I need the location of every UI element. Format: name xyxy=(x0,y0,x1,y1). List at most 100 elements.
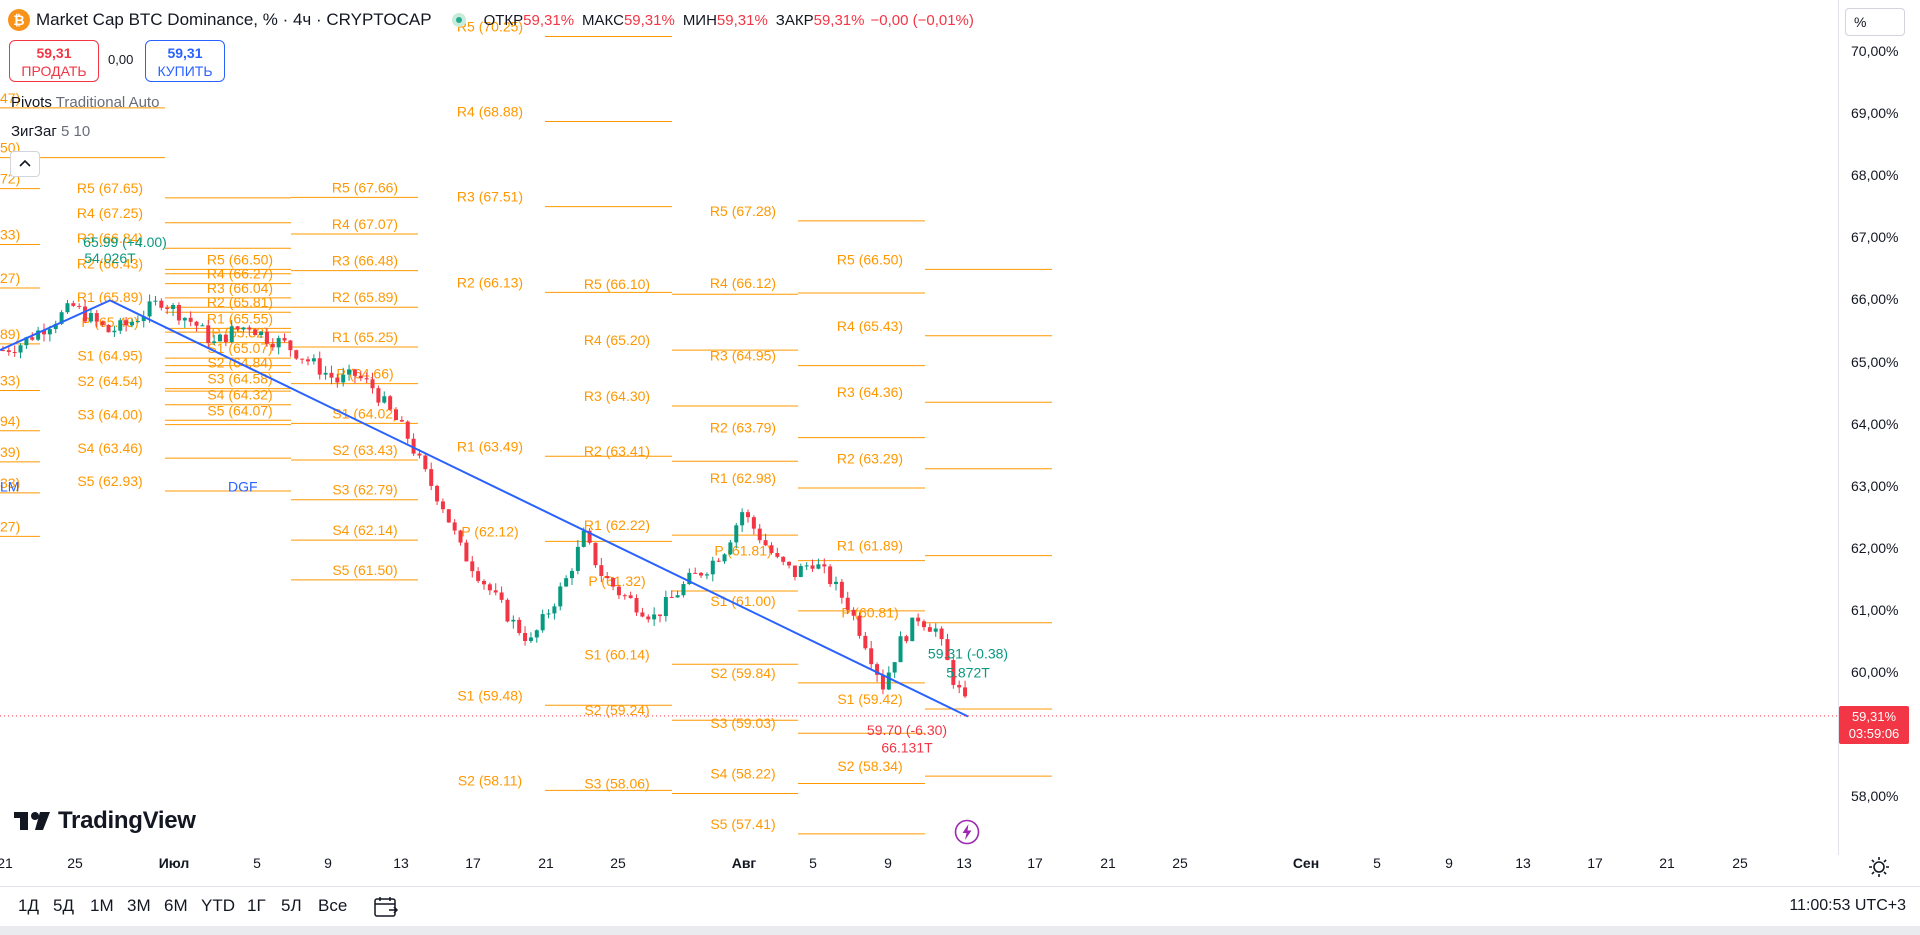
indicator-pivots[interactable]: Pivots Traditional Auto xyxy=(11,94,159,111)
pivot-label: R3 (64.95) xyxy=(710,348,776,364)
pivot-label: R1 (61.89) xyxy=(837,538,903,554)
pivot-label: S3 (64.58) xyxy=(207,371,272,387)
candle-body xyxy=(188,317,193,322)
price-tick: 65,00% xyxy=(1851,353,1899,370)
candle-body xyxy=(311,358,316,362)
candle-body xyxy=(634,598,639,613)
candle-body xyxy=(599,565,604,577)
lightning-icon[interactable] xyxy=(954,819,980,845)
buy-button[interactable]: 59,31 КУПИТЬ xyxy=(145,40,225,82)
pivot-label: S1 (60.14) xyxy=(584,646,649,662)
candle-body xyxy=(212,341,217,344)
bottom-strip xyxy=(0,926,1920,935)
indicator-zigzag[interactable]: ЗигЗаг 5 10 xyxy=(11,123,90,140)
pivot-label: R5 (67.28) xyxy=(710,203,776,219)
pivot-label: R5 (66.50) xyxy=(207,251,273,267)
candle-body xyxy=(270,343,275,348)
candle-body xyxy=(200,325,205,327)
pivot-label: S4 (58.22) xyxy=(710,766,775,782)
candle-body xyxy=(59,312,64,324)
time-axis[interactable]: 21 25 Июл 5 9 13 17 21 25 Авг 5 9 13 17 21 25 Сен 5 9 13 17 2… xyxy=(0,855,1838,879)
tradingview-logo[interactable]: TradingView xyxy=(14,806,196,836)
candle-body xyxy=(552,606,557,614)
range-all-button[interactable]: Все xyxy=(318,896,348,915)
pivot-label: R5 (66.50) xyxy=(837,251,903,267)
candle-body xyxy=(388,396,393,410)
candle-body xyxy=(235,326,240,330)
time-tick: 9 xyxy=(1445,855,1453,871)
collapse-legend-button[interactable] xyxy=(10,151,40,177)
candle-body xyxy=(605,576,610,579)
pivot-label: S2 (63.43) xyxy=(332,442,397,458)
candle-body xyxy=(681,584,686,596)
candle-body xyxy=(763,540,768,546)
price-tick: 63,00% xyxy=(1851,477,1899,494)
pivot-label: S1 (59.48) xyxy=(457,687,522,703)
range-1m-button[interactable]: 1М xyxy=(90,896,114,915)
candle-body xyxy=(288,340,293,351)
candle-body xyxy=(593,542,598,566)
candle-body xyxy=(171,304,176,309)
candle-body xyxy=(910,617,915,642)
symbol-title[interactable]: Market Cap BTC Dominance, % · 4ч · CRYPT… xyxy=(36,10,432,29)
candle-body xyxy=(376,388,381,403)
chart-area[interactable]: R5 (67.65) R4 (67.25) R3 (66.84) R2 (66.43)… xyxy=(0,0,1838,855)
pivot-label: R2 (65.89) xyxy=(332,289,398,305)
candle-body xyxy=(229,326,234,343)
price-axis[interactable]: 70,00% 69,00% 68,00% 67,00% 66,00% 65,00% 64,0… xyxy=(1838,0,1920,855)
price-unit-selector[interactable]: % xyxy=(1845,8,1905,36)
zigzag-line xyxy=(109,299,969,718)
candle-body xyxy=(487,584,492,591)
candle-body xyxy=(12,351,17,353)
time-tick: 9 xyxy=(324,855,332,871)
sell-button[interactable]: 59,31 ПРОДАТЬ xyxy=(9,40,99,82)
candle-body xyxy=(922,621,926,628)
candle-body xyxy=(892,662,897,673)
candle-body xyxy=(464,542,469,562)
candle-body xyxy=(675,595,680,598)
candle-body xyxy=(335,377,340,383)
candle-body xyxy=(740,512,745,526)
candle-body xyxy=(616,586,621,596)
candle-body xyxy=(699,572,704,576)
time-tick: Авг xyxy=(731,855,757,871)
candle-body xyxy=(963,687,968,697)
candle-body xyxy=(452,522,457,531)
range-ytd-button[interactable]: YTD xyxy=(201,896,235,915)
candle-body xyxy=(405,421,410,439)
indicator-pivots-name: Pivots xyxy=(11,94,52,111)
range-6m-button[interactable]: 6М xyxy=(164,896,188,915)
candle-body xyxy=(687,572,692,585)
range-5y-button[interactable]: 5Л xyxy=(281,896,302,915)
range-1y-button[interactable]: 1Г xyxy=(247,896,266,915)
chart-canvas[interactable]: R5 (67.65) R4 (67.25) R3 (66.84) R2 (66.43)… xyxy=(0,0,1838,855)
pivot-label: R5 (70.25) xyxy=(457,18,523,34)
calendar-range-icon[interactable] xyxy=(372,895,400,919)
market-status-icon[interactable] xyxy=(451,13,466,27)
candle-body xyxy=(253,329,258,336)
pivot-label: R2 (66.43) xyxy=(77,256,143,272)
zigzag-label: 54.026T xyxy=(84,250,136,266)
candle-body xyxy=(182,317,187,321)
price-tick: 64,00% xyxy=(1851,415,1899,432)
pivot-label: R4 (66.12) xyxy=(710,275,776,291)
candle-body xyxy=(564,578,569,587)
candle-body xyxy=(30,337,35,340)
range-3m-button[interactable]: 3М xyxy=(127,896,151,915)
clock-timezone[interactable]: 11:00:53 UTC+3 xyxy=(1789,897,1906,914)
range-5d-button[interactable]: 5Д xyxy=(53,896,74,915)
buy-label: КУПИТЬ xyxy=(157,63,213,79)
candle-body xyxy=(36,330,41,340)
candle-body xyxy=(804,565,809,567)
range-1d-button[interactable]: 1Д xyxy=(18,896,39,915)
candle-body xyxy=(728,542,733,555)
candle-body xyxy=(241,327,246,330)
zigzag-label: 59.70 (-6.30) xyxy=(867,722,947,738)
candle-body xyxy=(898,636,903,663)
time-tick: 13 xyxy=(956,855,972,871)
gear-icon[interactable] xyxy=(1866,854,1892,880)
candle-body xyxy=(218,334,222,342)
candle-body xyxy=(792,565,797,577)
candle-body xyxy=(957,684,962,688)
